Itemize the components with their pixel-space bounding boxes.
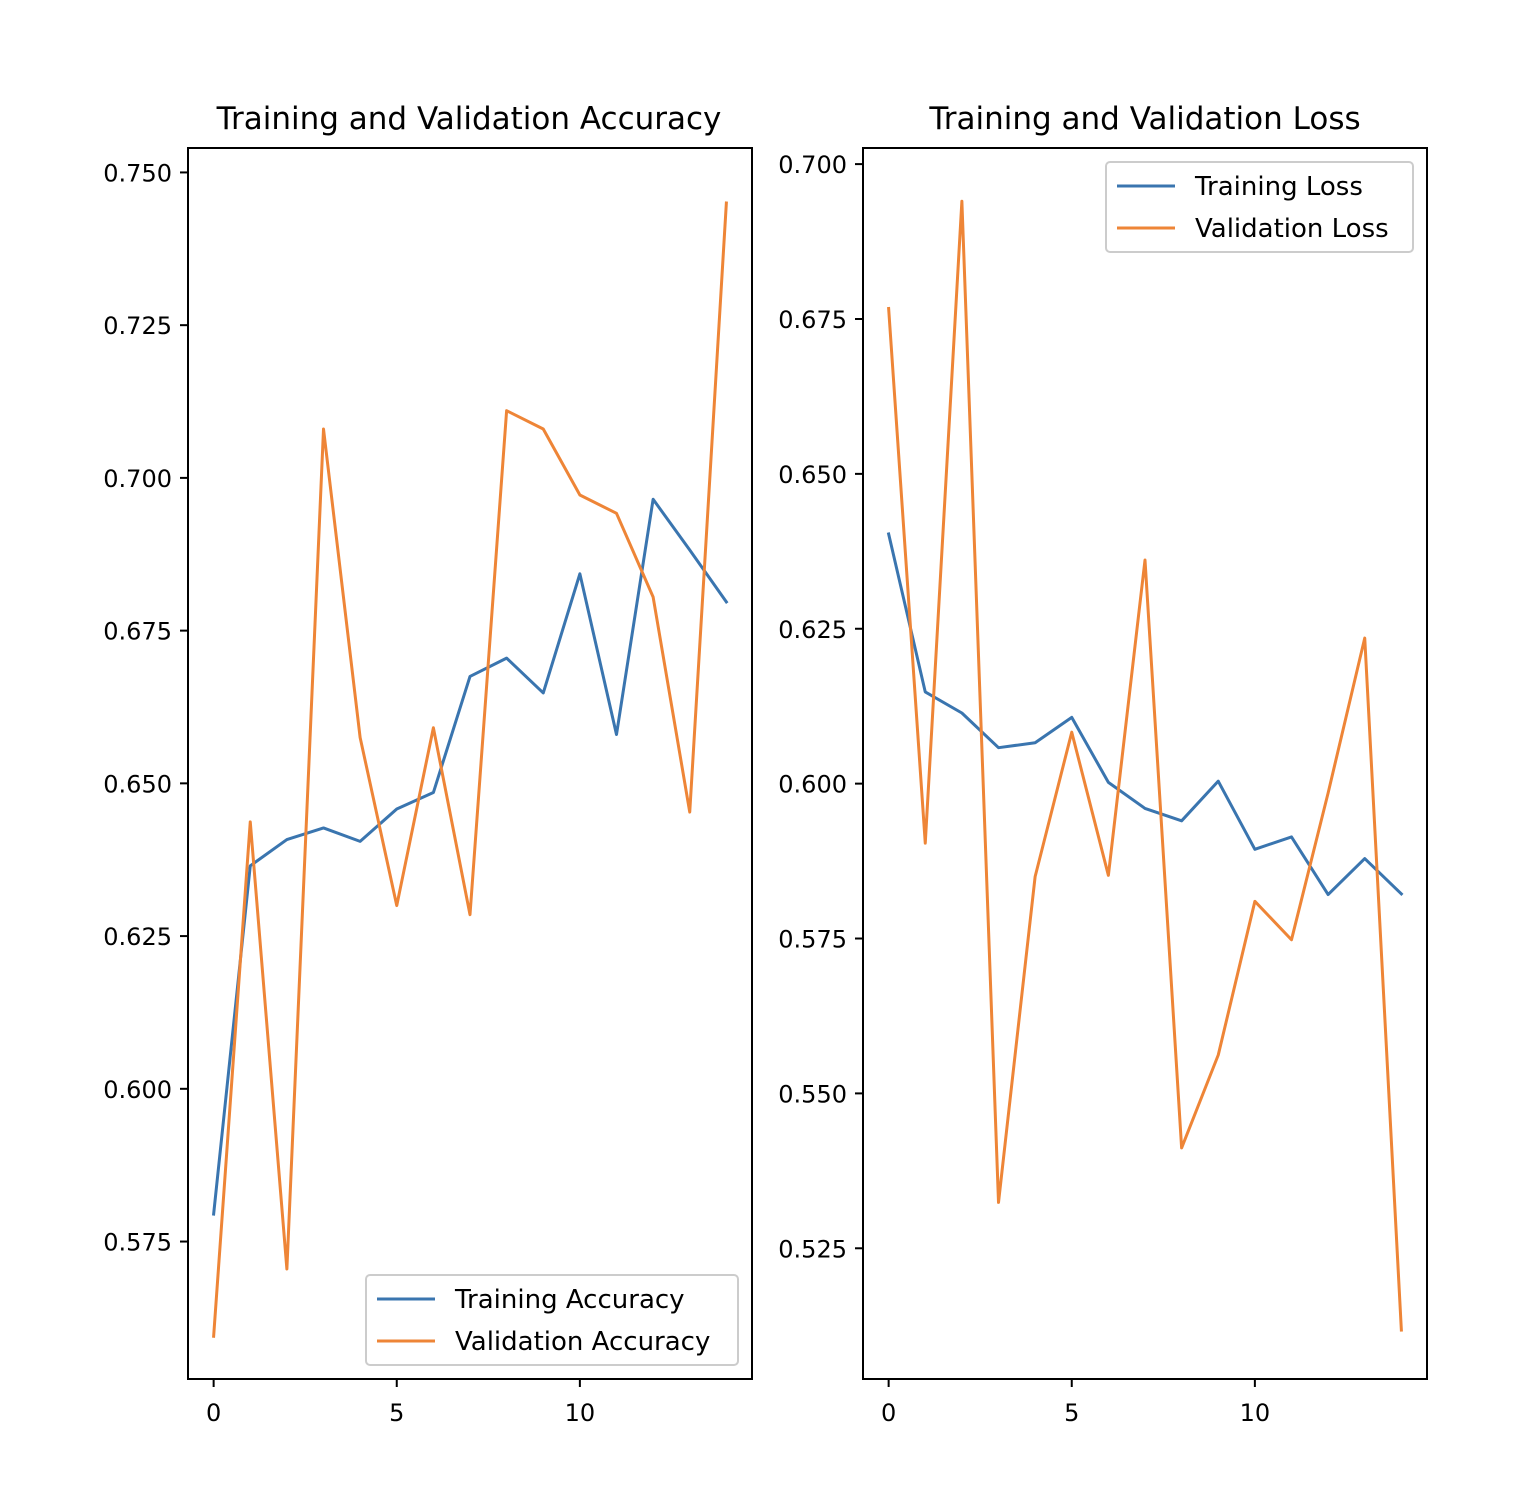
accuracy-y-tick-label: 0.650 xyxy=(103,770,172,798)
loss-plot-area: 0 5 10 0.525 0.550 0.575 0.600 0.625 0.650 0.675 0… xyxy=(778,147,1428,1427)
loss-chart: Training and Validation Loss 0 5 10 0.525 0.… xyxy=(778,101,1428,1427)
loss-y-tick-label: 0.550 xyxy=(778,1080,847,1108)
loss-chart-title: Training and Validation Loss xyxy=(928,101,1360,137)
accuracy-x-tick-label: 0 xyxy=(206,1399,221,1427)
loss-y-tick-label: 0.525 xyxy=(778,1235,847,1263)
accuracy-legend-label-1: Validation Accuracy xyxy=(455,1327,710,1357)
loss-y-tick-label: 0.650 xyxy=(778,461,847,489)
accuracy-series-line-0 xyxy=(211,497,729,1216)
accuracy-y-tick-label: 0.575 xyxy=(103,1229,172,1257)
loss-legend-label-0: Training Loss xyxy=(1194,172,1363,202)
loss-y-tick-label: 0.700 xyxy=(778,151,847,179)
accuracy-legend-label-0: Training Accuracy xyxy=(454,1285,685,1315)
accuracy-axes-frame xyxy=(187,147,753,1380)
loss-legend-box xyxy=(1105,161,1414,253)
accuracy-y-tick-label: 0.625 xyxy=(103,923,172,951)
loss-series-line-0 xyxy=(886,532,1404,897)
loss-x-tick-label: 10 xyxy=(1240,1399,1271,1427)
accuracy-y-tick-label: 0.725 xyxy=(103,312,172,340)
accuracy-plot-area: 0 5 10 0.575 0.600 0.625 0.650 0.675 0.700 0.725 0… xyxy=(103,147,753,1427)
accuracy-y-tick-label: 0.675 xyxy=(103,618,172,646)
loss-series-line-1 xyxy=(887,199,1403,1332)
accuracy-x-tick-label: 10 xyxy=(565,1399,596,1427)
loss-legend: Training Loss Validation Loss xyxy=(1105,161,1414,253)
accuracy-y-tick-label: 0.750 xyxy=(103,159,172,187)
loss-legend-label-1: Validation Loss xyxy=(1195,214,1389,244)
accuracy-y-tick-label: 0.700 xyxy=(103,465,172,493)
loss-y-tick-label: 0.675 xyxy=(778,306,847,334)
accuracy-legend-box xyxy=(365,1274,739,1366)
accuracy-x-tick-label: 5 xyxy=(389,1399,404,1427)
accuracy-y-tick-label: 0.600 xyxy=(103,1076,172,1104)
loss-y-tick-label: 0.600 xyxy=(778,771,847,799)
accuracy-series-line-1 xyxy=(212,201,728,1338)
loss-y-tick-label: 0.575 xyxy=(778,926,847,954)
loss-x-tick-label: 0 xyxy=(881,1399,896,1427)
accuracy-chart-title: Training and Validation Accuracy xyxy=(216,101,722,137)
loss-x-tick-label: 5 xyxy=(1064,1399,1079,1427)
loss-y-tick-label: 0.625 xyxy=(778,616,847,644)
accuracy-chart: Training and Validation Accuracy 0 5 10 0.5… xyxy=(103,101,753,1427)
accuracy-legend: Training Accuracy Validation Accuracy xyxy=(365,1274,739,1366)
loss-axes-frame xyxy=(862,147,1428,1380)
